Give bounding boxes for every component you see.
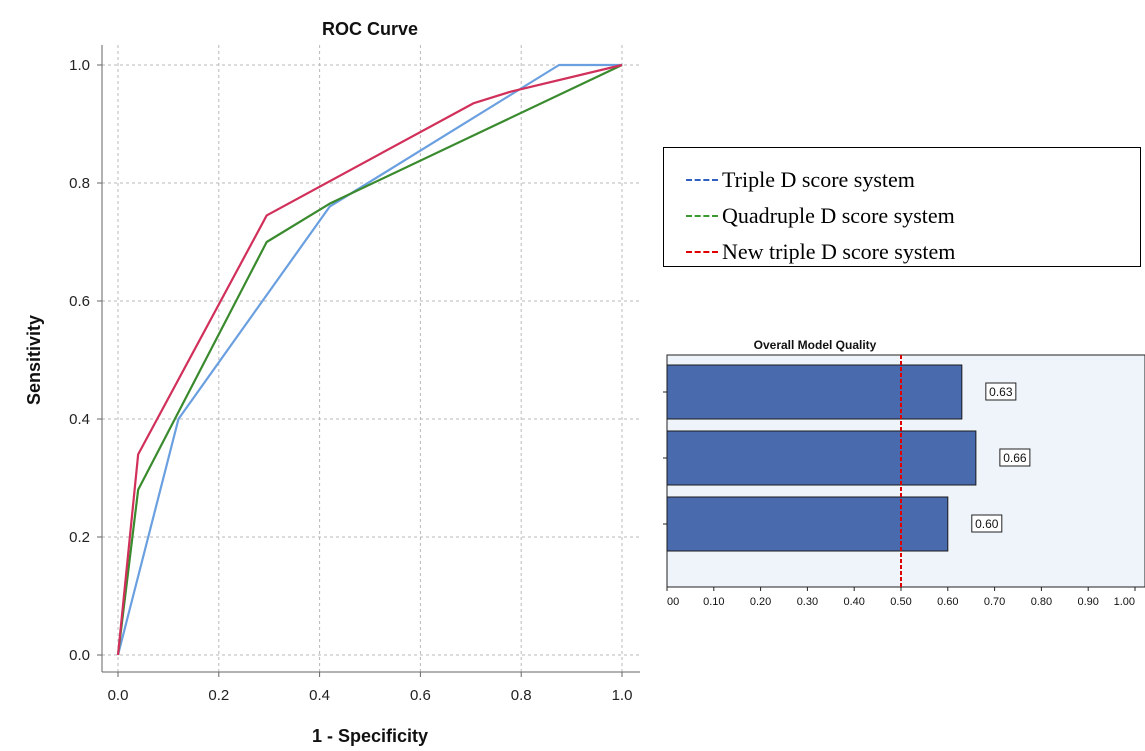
quality-x-tick-label: 0.40 xyxy=(843,596,864,608)
quality-x-tick-label: 00 xyxy=(667,596,679,608)
quality-value-box-3 xyxy=(971,514,1003,533)
legend-swatch-2 xyxy=(686,215,718,217)
y-tick-label: 1.0 xyxy=(69,57,90,74)
quality-value-box-1 xyxy=(985,382,1017,401)
legend-swatch-3 xyxy=(686,251,718,253)
quality-x-tick-label: 0.10 xyxy=(703,596,724,608)
y-tick-label: 0.8 xyxy=(69,175,90,192)
quality-x-tick-label: 0.30 xyxy=(797,596,818,608)
x-tick-label: 0.4 xyxy=(309,687,330,704)
quality-bar-2 xyxy=(666,430,977,486)
roc-chart: 0.0 0.2 0.4 0.6 0.8 1.0 0.0 0.2 0.4 0.6 0.8 1.0 ROC … xyxy=(24,19,640,746)
y-axis-label: Sensitivity xyxy=(24,315,44,405)
legend-entry-2: Quadruple D score system xyxy=(664,198,1140,234)
quality-value-label-2: 0.66 xyxy=(1003,451,1027,465)
roc-series-line-1 xyxy=(116,63,622,656)
quality-bar-3 xyxy=(666,496,949,552)
roc-series-line-2 xyxy=(116,64,623,656)
quality-x-tick-label: 0.60 xyxy=(937,596,958,608)
x-tick-label: 0.2 xyxy=(208,687,229,704)
y-tick-label: 0.2 xyxy=(69,529,90,546)
x-tick-label: 0.6 xyxy=(410,687,431,704)
quality-x-tick-label: 0.50 xyxy=(890,596,911,608)
quality-chart-title: Overall Model Quality xyxy=(754,338,877,352)
legend-label-1: Triple D score system xyxy=(722,167,915,192)
roc-series-line-3 xyxy=(116,63,623,656)
y-tick-label: 0.4 xyxy=(69,411,90,428)
model-quality-chart: Overall Model Quality 0.63 0.66 0.60 00 0.10 0… xyxy=(663,338,1145,608)
x-tick-label: 0.0 xyxy=(108,687,129,704)
quality-x-tick-label: 0.80 xyxy=(1031,596,1052,608)
x-tick-label: 0.8 xyxy=(511,687,532,704)
x-axis-label: 1 - Specificity xyxy=(312,726,428,746)
quality-value-box-2 xyxy=(999,448,1031,467)
quality-value-label-3: 0.60 xyxy=(975,517,999,531)
legend-label-2: Quadruple D score system xyxy=(722,203,955,228)
quality-x-tick-label: 0.90 xyxy=(1077,596,1098,608)
quality-x-tick-label: 0.20 xyxy=(750,596,771,608)
legend-entry-3: New triple D score system xyxy=(664,234,1140,270)
chart-title: ROC Curve xyxy=(322,19,418,39)
x-tick-label: 1.0 xyxy=(612,687,633,704)
legend-label-3: New triple D score system xyxy=(722,239,956,264)
y-tick-label: 0.6 xyxy=(69,293,90,310)
quality-bar-1 xyxy=(666,364,963,420)
quality-x-tick-label: 1.00 xyxy=(1114,596,1135,608)
legend-swatch-1 xyxy=(686,179,718,181)
quality-value-label-1: 0.63 xyxy=(989,385,1013,399)
quality-x-tick-label: 0.70 xyxy=(984,596,1005,608)
roc-legend: Triple D score system Quadruple D score … xyxy=(663,147,1141,267)
y-tick-label: 0.0 xyxy=(69,647,90,664)
legend-entry-1: Triple D score system xyxy=(664,162,1140,198)
